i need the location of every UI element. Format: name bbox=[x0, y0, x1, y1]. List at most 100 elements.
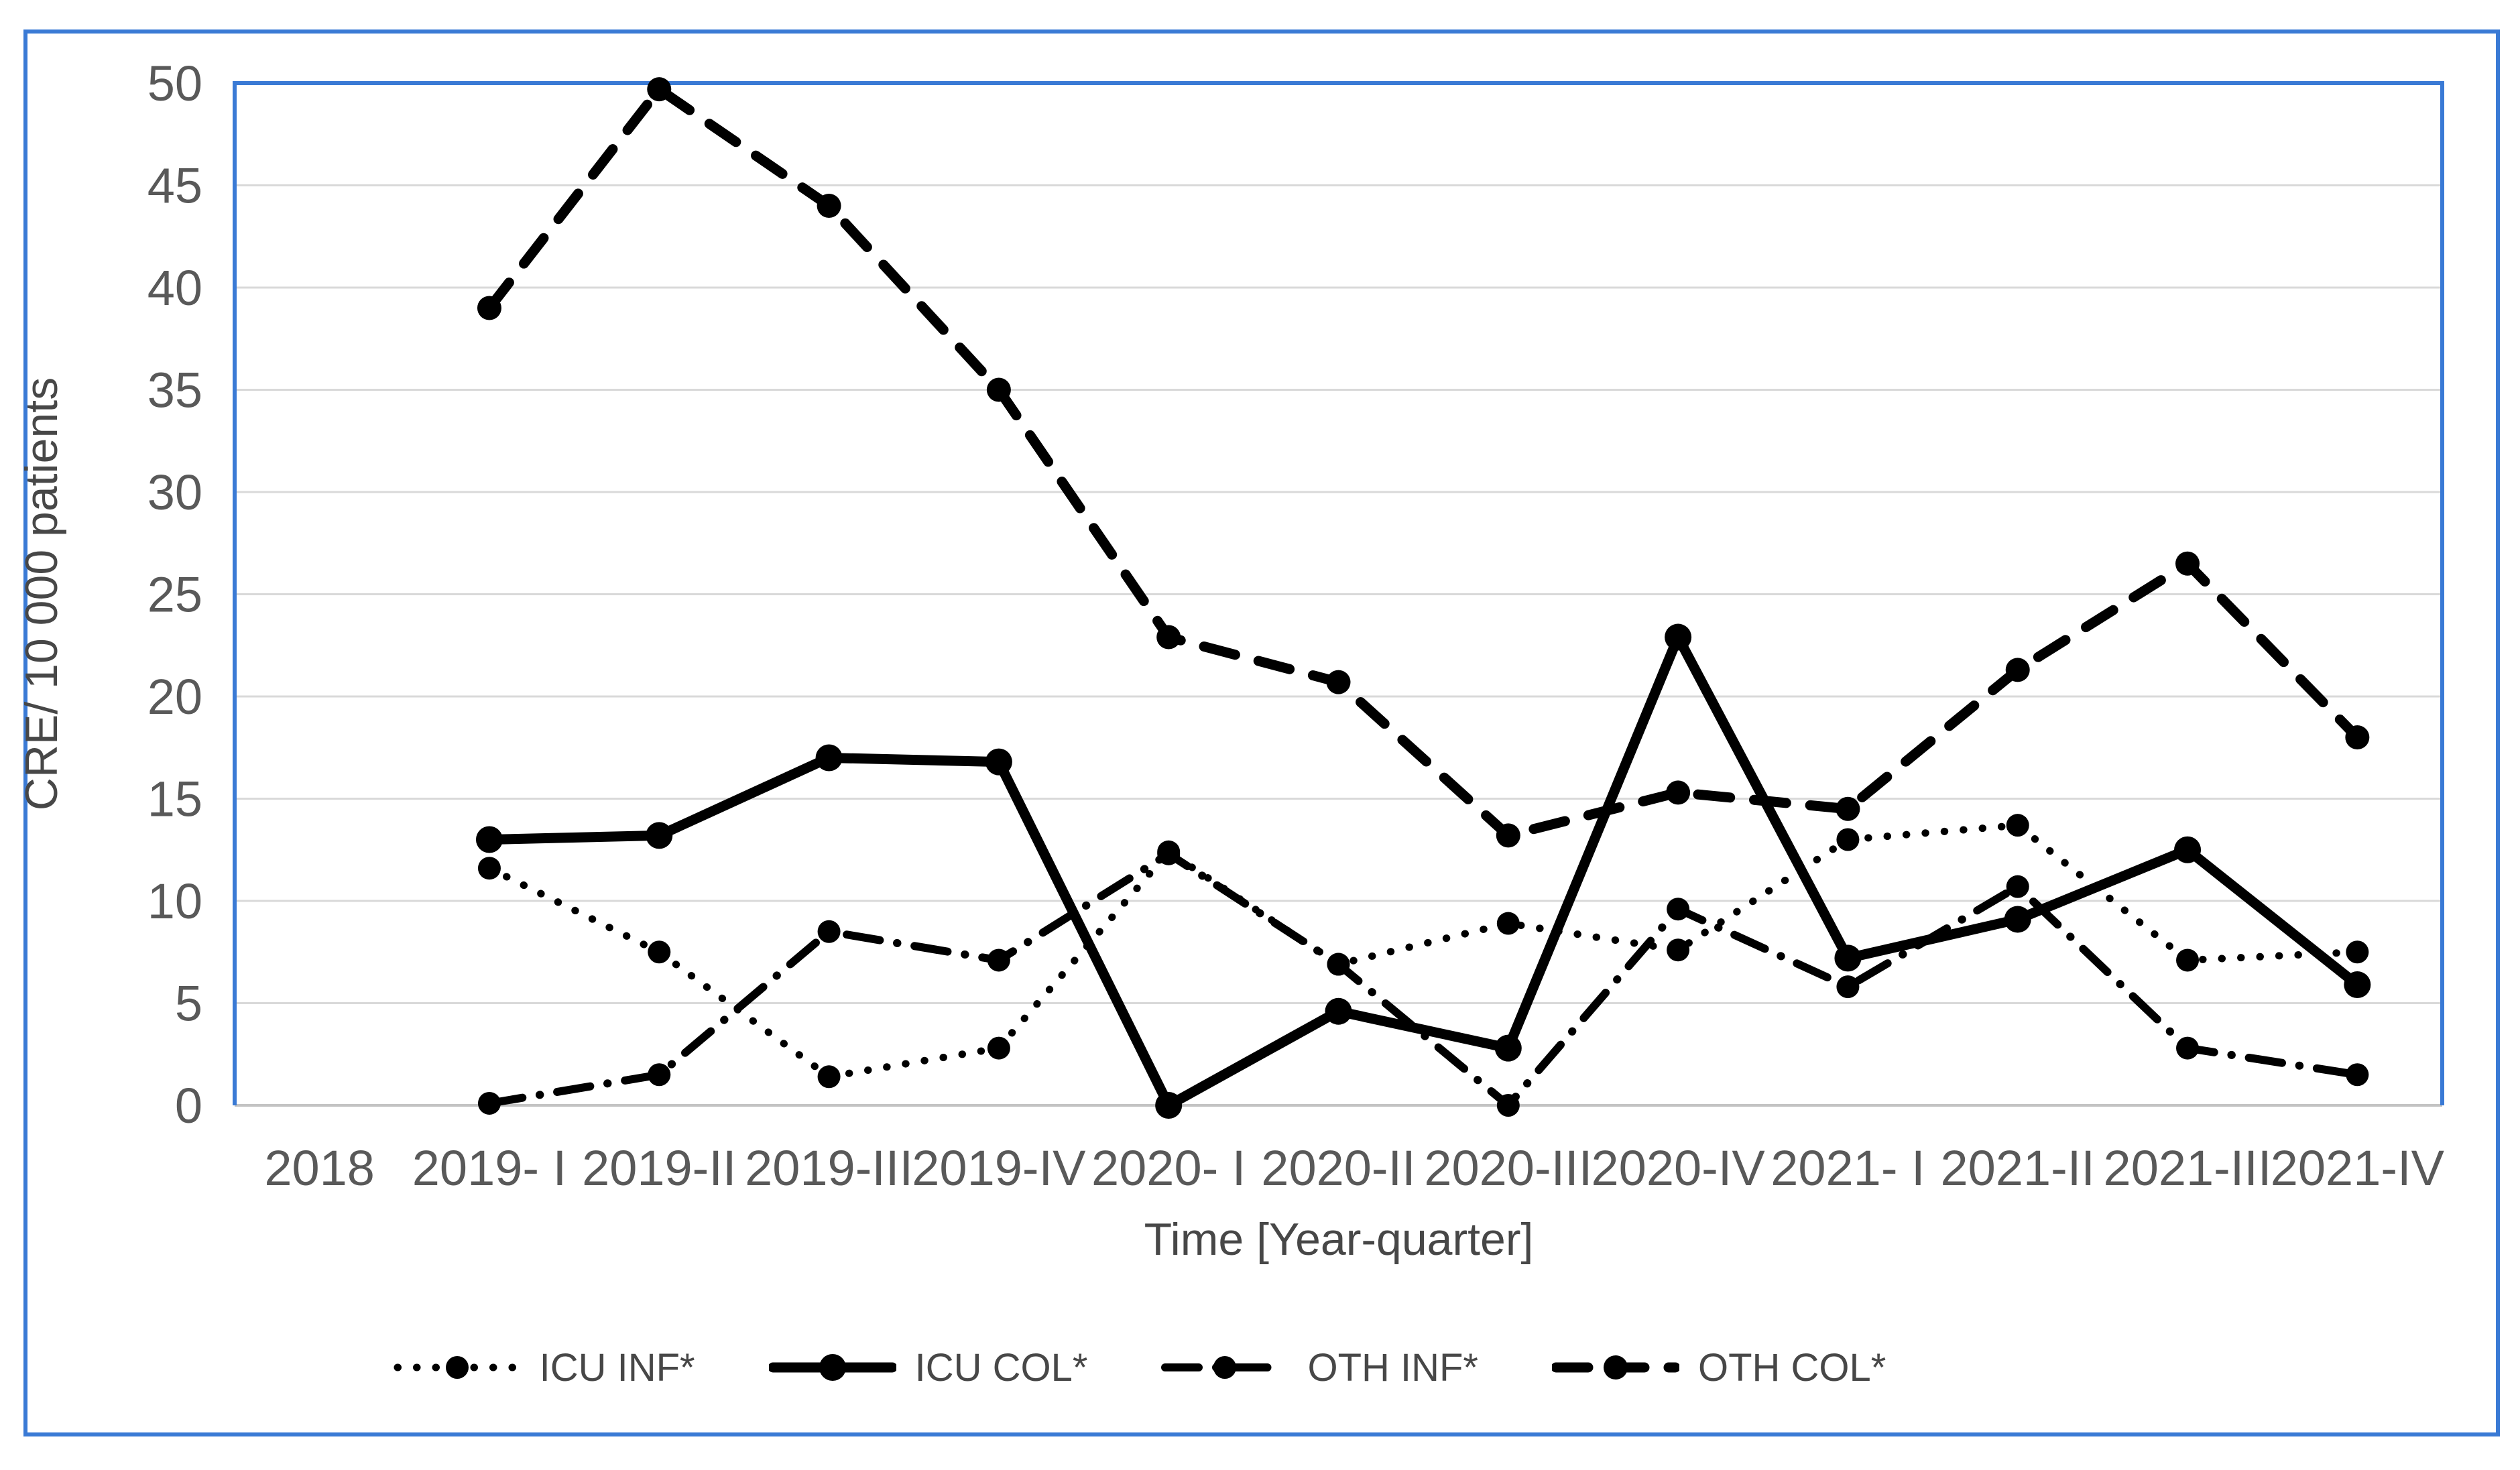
data-point-icu-inf bbox=[648, 940, 671, 964]
y-tick-label: 30 bbox=[147, 465, 202, 520]
legend-marker-sample bbox=[819, 1354, 846, 1381]
data-point-oth-inf bbox=[2006, 875, 2029, 898]
legend-marker-sample bbox=[445, 1356, 469, 1379]
data-point-icu-inf bbox=[817, 1065, 841, 1089]
data-point-oth-inf bbox=[477, 1091, 501, 1115]
y-tick-label: 15 bbox=[147, 772, 202, 827]
legend-marker-sample bbox=[1604, 1355, 1628, 1380]
chart-legend: ICU INF* ICU COL* OTH INF* OTH COL* bbox=[101, 1324, 2179, 1411]
data-point-oth-col bbox=[477, 296, 501, 320]
data-point-oth-inf bbox=[1496, 1094, 1520, 1117]
data-point-icu-inf bbox=[2006, 814, 2029, 837]
data-point-oth-col bbox=[2345, 725, 2370, 749]
data-point-icu-inf bbox=[2176, 948, 2200, 972]
data-point-icu-inf bbox=[2346, 940, 2369, 964]
x-tick-label: 2020-II bbox=[1261, 1140, 1415, 1196]
data-point-oth-inf bbox=[817, 920, 841, 943]
x-tick-label: 2021-IV bbox=[2271, 1140, 2445, 1196]
y-tick-label: 10 bbox=[147, 873, 202, 929]
legend-label-oth-inf: OTH INF* bbox=[1307, 1345, 1478, 1390]
legend-label-oth-col: OTH COL* bbox=[1698, 1345, 1886, 1390]
plot-area-border bbox=[233, 81, 2444, 1105]
y-tick-label: 50 bbox=[147, 56, 202, 111]
x-tick-label: 2019- I bbox=[412, 1140, 566, 1196]
data-point-oth-inf bbox=[648, 1063, 671, 1087]
data-point-oth-col bbox=[2005, 658, 2030, 682]
data-point-oth-col bbox=[1156, 625, 1181, 650]
data-point-oth-col bbox=[647, 77, 672, 102]
y-tick-label: 35 bbox=[147, 363, 202, 418]
legend-item-oth-col: OTH COL* bbox=[1552, 1344, 1886, 1391]
data-point-oth-inf bbox=[2346, 1063, 2369, 1087]
data-point-oth-inf bbox=[2176, 1036, 2200, 1060]
data-point-icu-col bbox=[815, 744, 843, 772]
data-point-icu-col bbox=[1834, 944, 1862, 972]
data-point-icu-inf bbox=[1496, 912, 1520, 935]
legend-key-icu-inf bbox=[394, 1356, 521, 1379]
series-layer bbox=[475, 77, 2371, 1119]
data-point-oth-inf bbox=[1836, 975, 1860, 999]
data-point-icu-inf bbox=[1667, 938, 1690, 962]
x-tick-label: 2019-III bbox=[745, 1140, 913, 1196]
legend-item-icu-inf: ICU INF* bbox=[394, 1344, 695, 1391]
y-axis-title: CRE/ 10 000 patients bbox=[16, 377, 67, 810]
data-point-icu-inf bbox=[1836, 828, 1860, 851]
x-tick-label: 2019-II bbox=[582, 1140, 736, 1196]
data-point-oth-col bbox=[1326, 670, 1351, 694]
data-point-icu-inf bbox=[477, 857, 501, 880]
legend-item-oth-inf: OTH INF* bbox=[1161, 1344, 1478, 1391]
data-point-icu-col bbox=[1155, 1092, 1183, 1119]
series-line-icu-inf bbox=[485, 821, 2361, 1081]
data-point-oth-col bbox=[986, 377, 1011, 402]
data-point-icu-col bbox=[646, 822, 673, 849]
y-tick-label: 45 bbox=[147, 158, 202, 214]
legend-label-icu-col: ICU COL* bbox=[914, 1345, 1088, 1390]
gridlines bbox=[235, 184, 2442, 1107]
data-point-icu-col bbox=[1665, 623, 1692, 651]
x-tick-label: 2019-IV bbox=[912, 1140, 1086, 1196]
data-point-icu-col bbox=[1325, 997, 1352, 1025]
y-tick-label: 0 bbox=[175, 1078, 202, 1134]
legend-label-icu-inf: ICU INF* bbox=[539, 1345, 695, 1390]
x-tick-label: 2021-II bbox=[1941, 1140, 2095, 1196]
data-point-icu-col bbox=[475, 826, 503, 853]
x-tick-label: 2020- I bbox=[1091, 1140, 1246, 1196]
y-tick-label: 25 bbox=[147, 567, 202, 623]
x-tick-label: 2021-III bbox=[2104, 1140, 2272, 1196]
series-line-icu-col bbox=[484, 632, 2362, 1111]
legend-key-oth-col bbox=[1552, 1355, 1679, 1380]
y-tick-label: 20 bbox=[147, 669, 202, 725]
x-axis-title: Time [Year-quarter] bbox=[1144, 1214, 1534, 1265]
figure-border bbox=[23, 29, 2500, 1436]
legend-marker-sample bbox=[1213, 1356, 1237, 1379]
data-point-oth-col bbox=[817, 194, 841, 218]
data-point-oth-col bbox=[1496, 823, 1520, 848]
y-tick-label: 5 bbox=[175, 976, 202, 1032]
y-tick-label: 40 bbox=[147, 260, 202, 316]
data-point-oth-inf bbox=[1157, 842, 1181, 865]
data-point-oth-inf bbox=[1667, 898, 1690, 921]
x-tick-label: 2018 bbox=[264, 1140, 375, 1196]
legend-item-icu-col: ICU COL* bbox=[768, 1344, 1088, 1391]
x-tick-label: 2020-IV bbox=[1592, 1140, 1766, 1196]
x-tick-label: 2021- I bbox=[1771, 1140, 1925, 1196]
data-point-oth-col bbox=[1666, 780, 1691, 805]
data-point-oth-inf bbox=[1327, 953, 1350, 976]
series-line-oth-col bbox=[484, 84, 2362, 841]
x-tick-label: 2020-III bbox=[1424, 1140, 1592, 1196]
data-point-icu-col bbox=[2004, 906, 2031, 933]
data-point-oth-inf bbox=[987, 948, 1010, 972]
plot-border bbox=[233, 81, 2444, 1105]
data-point-icu-col bbox=[1494, 1034, 1522, 1062]
data-point-oth-col bbox=[2175, 551, 2200, 576]
legend-key-oth-inf bbox=[1161, 1356, 1289, 1379]
data-point-icu-col bbox=[2174, 836, 2202, 863]
y-axis-tick-labels: 0 5 10 15 20 25 30 35 40 45 50 bbox=[147, 56, 202, 1134]
data-point-icu-inf bbox=[987, 1036, 1010, 1060]
data-point-oth-col bbox=[1836, 796, 1860, 821]
data-point-icu-col bbox=[985, 748, 1012, 776]
legend-key-icu-col bbox=[768, 1354, 896, 1381]
